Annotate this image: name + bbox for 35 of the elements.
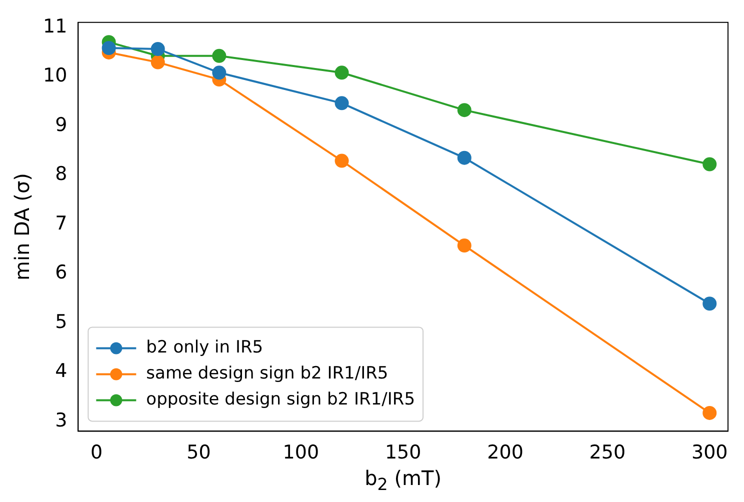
y-tick-label: 5 [55,310,68,333]
x-tick-label: 250 [589,442,626,464]
point [150,55,165,70]
y-axis-title: min DA (σ) [10,173,34,281]
x-axis-title: b$_{2}$ (mT) [364,466,443,494]
point [457,103,472,118]
point [212,48,226,63]
point [150,42,165,56]
point [457,238,472,253]
legend-label: b2 only in IR5 [146,338,264,358]
point [457,150,472,165]
y-tick-label: 3 [55,409,68,432]
y-tick-label: 4 [55,360,68,382]
y-tick-label: 7 [55,212,68,234]
legend-label: same design sign b2 IR1/IR5 [146,364,388,384]
x-tick-label: 50 [186,442,211,464]
legend-label: opposite design sign b2 IR1/IR5 [146,390,416,410]
point [212,66,226,80]
y-tick-label: 10 [42,64,68,87]
point [702,296,717,311]
point [702,406,717,420]
x-tick-label: 100 [282,442,320,464]
point [702,157,717,172]
point [334,154,349,168]
y-tick-label: 9 [55,114,68,136]
point [102,41,116,56]
x-tick-label: 0 [90,442,103,464]
x-tick-label: 200 [487,442,524,464]
point [334,66,349,80]
point [334,96,349,110]
y-tick-label: 6 [55,262,68,284]
y-tick-label: 11 [42,15,68,38]
y-tick-label: 8 [55,163,68,186]
x-tick-label: 150 [384,442,422,464]
x-tick-label: 300 [691,442,728,464]
